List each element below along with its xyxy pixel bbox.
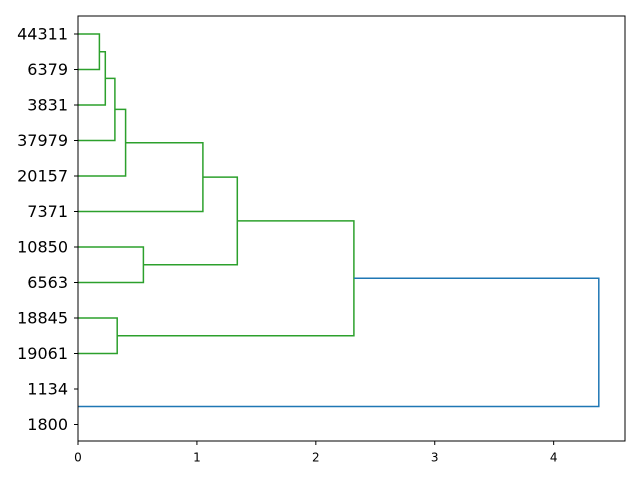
dendrogram-link-8 [78,317,118,355]
dendrogram-link-4 [78,108,127,177]
dendrogram-link-6 [78,246,145,284]
leaf-label: 37979 [17,131,68,150]
x-tick-label: 0 [74,451,82,465]
x-tick-label: 4 [550,451,558,465]
leaf-label: 10850 [17,238,68,257]
dendrogram-link-7 [143,176,239,266]
dendrogram-link-3 [78,77,116,142]
x-tick-label: 3 [431,451,439,465]
plot-frame [77,15,626,442]
leaf-label: 18845 [17,309,68,328]
dendrogram-link-5 [78,141,204,213]
dendrogram-link-2 [78,51,107,106]
dendrogram-links [78,33,600,408]
y-axis-ticks: 44311 6379 3831 37979 20157 7371 10850 6563 1884… [17,25,78,434]
leaf-label: 7371 [27,202,68,221]
dendrogram-link-1 [78,33,101,71]
leaf-label: 19061 [17,344,68,363]
leaf-label: 1800 [27,415,68,434]
leaf-label: 6563 [27,273,68,292]
leaf-label: 44311 [17,25,68,44]
dendrogram-link-10 [78,277,600,408]
x-axis-ticks: 0 1 2 3 4 [74,441,557,465]
dendrogram-link-9 [117,220,355,337]
leaf-label: 6379 [27,60,68,79]
leaf-label: 1134 [27,380,68,399]
leaf-label: 20157 [17,167,68,186]
x-tick-label: 1 [193,451,201,465]
x-tick-label: 2 [312,451,320,465]
leaf-label: 3831 [27,96,68,115]
